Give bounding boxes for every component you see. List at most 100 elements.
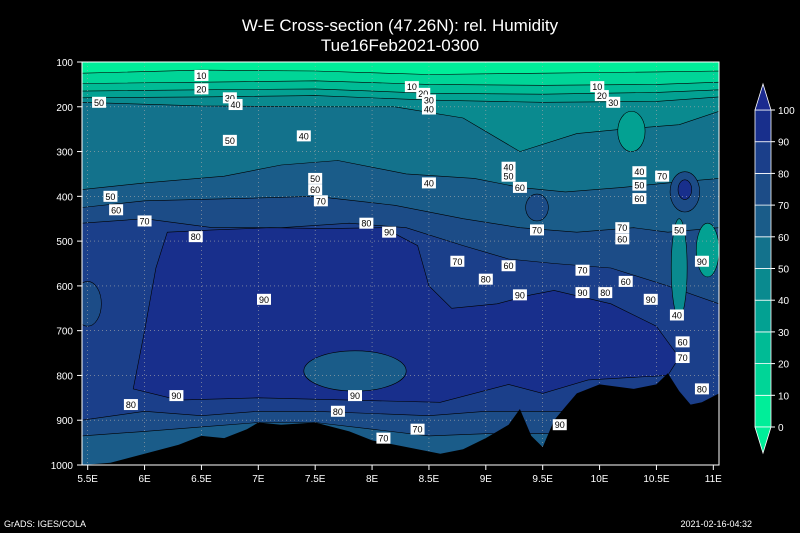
contour-label: 80 bbox=[330, 405, 345, 417]
colorbar: 0 10 20 30 40 50 60 70 80 90 100 bbox=[754, 82, 795, 455]
svg-text:90: 90 bbox=[384, 228, 394, 238]
colorbar-segment bbox=[754, 109, 772, 143]
footer-timestamp: 2021-02-16-04:32 bbox=[680, 519, 752, 529]
x-tick-label: 8.5E bbox=[419, 474, 440, 485]
svg-text:20: 20 bbox=[418, 89, 428, 99]
svg-text:60: 60 bbox=[678, 337, 688, 347]
svg-text:50: 50 bbox=[225, 136, 235, 146]
x-tick-label: 11E bbox=[705, 474, 722, 485]
contour-label: 60 bbox=[675, 336, 690, 348]
contour-label: 30 bbox=[421, 94, 436, 106]
colorbar-label: 30 bbox=[778, 328, 790, 339]
contour-label: 90 bbox=[575, 287, 590, 299]
contour-label: 50 bbox=[672, 224, 687, 236]
terrain-silhouette bbox=[82, 373, 719, 465]
contour-label: 20 bbox=[594, 90, 609, 102]
svg-text:30: 30 bbox=[608, 98, 618, 108]
contour-label: 50 bbox=[501, 170, 516, 182]
contour-label: 50 bbox=[103, 190, 118, 202]
colorbar-label: 40 bbox=[778, 296, 790, 307]
y-tick-label: 300 bbox=[56, 148, 73, 159]
contour-label: 70 bbox=[575, 264, 590, 276]
contour-label: 60 bbox=[615, 233, 630, 245]
x-tick-label: 10.5E bbox=[643, 474, 669, 485]
colorbar-label: 50 bbox=[778, 265, 790, 276]
svg-text:70: 70 bbox=[617, 223, 627, 233]
svg-text:60: 60 bbox=[310, 185, 320, 195]
colorbar-min-arrow bbox=[754, 426, 772, 455]
svg-text:50: 50 bbox=[674, 225, 684, 235]
svg-text:40: 40 bbox=[672, 310, 682, 320]
svg-text:10: 10 bbox=[592, 82, 602, 92]
contour-label: 70 bbox=[655, 170, 670, 182]
svg-text:60: 60 bbox=[634, 194, 644, 204]
contour-label: 80 bbox=[694, 383, 709, 395]
colorbar-label: 70 bbox=[778, 201, 790, 212]
colorbar-label: 60 bbox=[778, 233, 790, 244]
y-tick-label: 700 bbox=[56, 327, 73, 338]
contour-label: 40 bbox=[421, 103, 436, 115]
svg-text:70: 70 bbox=[678, 353, 688, 363]
svg-text:70: 70 bbox=[378, 434, 388, 444]
contour-label: 90 bbox=[552, 419, 567, 431]
y-tick-label: 800 bbox=[56, 371, 73, 382]
contour-label: 10 bbox=[590, 81, 605, 93]
contour-label: 90 bbox=[382, 226, 397, 238]
svg-text:90: 90 bbox=[646, 295, 656, 305]
svg-text:50: 50 bbox=[504, 172, 514, 182]
contour-label: 70 bbox=[313, 195, 328, 207]
svg-text:40: 40 bbox=[424, 178, 434, 188]
svg-text:70: 70 bbox=[316, 196, 326, 206]
contour-label: 40 bbox=[669, 309, 684, 321]
fill-pocket-b bbox=[695, 222, 719, 278]
colorbar-label: 80 bbox=[778, 169, 790, 180]
svg-text:80: 80 bbox=[191, 232, 201, 242]
svg-text:80: 80 bbox=[600, 288, 610, 298]
colorbar-label: 90 bbox=[778, 138, 790, 149]
fill-pocket-g bbox=[303, 350, 407, 392]
axes-layer: 5.5E 6E 6.5E 7E 7.5E 8E 8.5E 9E 9.5E 10E 10.5E 11E 1… bbox=[51, 58, 722, 485]
colorbar-segment bbox=[754, 363, 772, 396]
terrain-layer bbox=[82, 373, 719, 465]
x-tick-label: 9.5E bbox=[532, 474, 553, 485]
svg-text:60: 60 bbox=[111, 205, 121, 215]
x-tick-label: 9E bbox=[480, 474, 493, 485]
contour-label: 30 bbox=[222, 92, 237, 104]
svg-text:40: 40 bbox=[424, 105, 434, 115]
colorbar-segment bbox=[754, 394, 772, 428]
svg-text:70: 70 bbox=[413, 425, 423, 435]
y-tick-label: 200 bbox=[56, 103, 73, 114]
contour-label: 60 bbox=[308, 184, 323, 196]
contour-label: 50 bbox=[92, 96, 107, 108]
contour-label: 70 bbox=[675, 352, 690, 364]
colorbar-segment bbox=[754, 172, 772, 206]
plot-frame bbox=[81, 61, 720, 466]
colorbar-label: 10 bbox=[778, 391, 790, 402]
svg-text:20: 20 bbox=[597, 91, 607, 101]
svg-text:60: 60 bbox=[515, 183, 525, 193]
svg-text:10: 10 bbox=[196, 71, 206, 81]
colorbar-segment bbox=[754, 141, 772, 174]
svg-text:90: 90 bbox=[697, 257, 707, 267]
contour-label: 90 bbox=[643, 293, 658, 305]
contour-label: 90 bbox=[348, 390, 362, 402]
svg-text:80: 80 bbox=[697, 384, 707, 394]
chart-title: W-E Cross-section (47.26N): rel. Humidit… bbox=[241, 16, 559, 35]
svg-text:90: 90 bbox=[515, 290, 525, 300]
x-tick-label: 6.5E bbox=[191, 474, 212, 485]
svg-text:50: 50 bbox=[310, 174, 320, 184]
svg-text:50: 50 bbox=[94, 98, 104, 108]
colorbar-label: 0 bbox=[778, 423, 784, 434]
svg-text:40: 40 bbox=[504, 163, 514, 173]
contour-label: 40 bbox=[501, 161, 516, 173]
colorbar-max-arrow bbox=[754, 82, 772, 111]
svg-text:90: 90 bbox=[171, 391, 181, 401]
contour-label: 50 bbox=[308, 172, 323, 184]
contour-label: 40 bbox=[228, 99, 243, 111]
svg-text:60: 60 bbox=[621, 277, 631, 287]
y-tick-label: 100 bbox=[56, 58, 73, 69]
contour-label: 80 bbox=[188, 231, 203, 243]
y-tick-label: 600 bbox=[56, 282, 73, 293]
